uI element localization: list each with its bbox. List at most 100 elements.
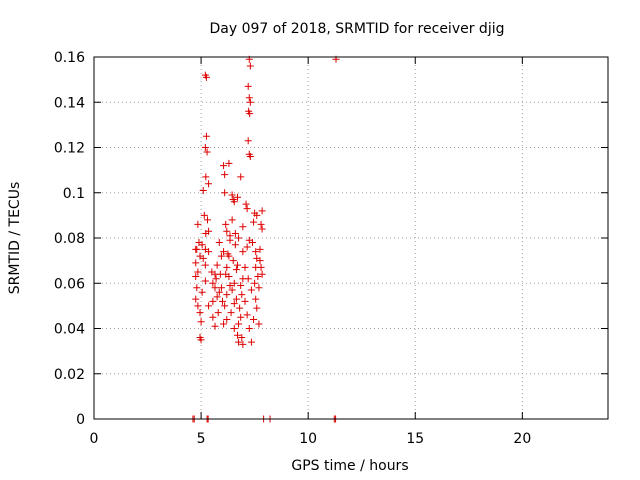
data-point [203,148,211,156]
data-point [243,243,251,251]
data-point [244,137,252,145]
data-points [189,55,340,423]
data-point [241,297,249,305]
y-tick-label: 0.16 [54,50,85,66]
data-point [258,270,266,278]
data-point [202,73,210,81]
data-point [201,277,209,285]
data-point [212,275,220,283]
data-point [201,144,209,151]
data-point [205,248,213,256]
data-point [253,211,261,219]
data-point [225,252,233,260]
y-tick-label: 0.08 [54,231,85,247]
data-point [253,304,261,312]
y-tick-label: 0.04 [54,322,85,338]
data-point [209,279,217,287]
plot-frame [93,56,609,420]
data-point [202,229,210,237]
data-point [217,252,225,260]
data-point [230,300,238,308]
data-point [197,318,205,326]
data-point [247,338,255,346]
data-point [244,82,252,90]
data-point [213,261,221,269]
data-point [220,320,228,328]
data-point [235,338,243,346]
data-point [215,239,223,247]
data-point [241,263,249,271]
data-point [254,272,262,280]
data-point [250,218,258,226]
data-point [227,309,235,317]
data-point [223,227,231,235]
x-tick-label: 20 [513,431,531,447]
data-point [258,207,266,215]
chart-title: Day 097 of 2018, SRMTID for receiver dji… [210,21,505,37]
data-point [223,263,231,271]
data-point [231,241,239,249]
data-point [238,334,246,342]
y-tick-label: 0.12 [54,141,85,157]
data-point [220,162,228,170]
data-point [201,261,209,269]
data-point [246,110,254,118]
data-point [239,248,247,256]
data-point [243,311,251,319]
data-point [223,291,231,299]
data-point [239,275,247,283]
data-point [245,325,253,332]
data-point [242,200,250,208]
data-point [243,205,251,213]
data-point [219,297,226,305]
data-point [257,263,265,271]
data-point [238,291,246,299]
data-point [221,189,229,197]
data-point [246,98,254,106]
data-point [228,286,236,294]
data-point [226,282,234,290]
y-tick-label: 0.1 [63,186,85,202]
y-tick-label: 0.06 [54,276,85,292]
x-axis-label: GPS time / hours [291,458,408,474]
data-point [235,234,243,242]
data-point [237,313,245,321]
data-point [248,239,256,247]
data-point [230,198,238,206]
data-point [220,248,228,256]
data-point [194,220,202,228]
data-point [198,288,206,296]
data-point [193,245,201,253]
data-point [228,216,236,224]
data-point [231,229,239,237]
y-tick-label: 0.02 [54,367,85,383]
data-point [233,331,241,339]
data-point [199,186,207,194]
data-point [235,320,243,328]
data-point [205,302,213,310]
data-point [213,293,221,301]
data-point [252,248,260,256]
data-point [255,320,263,328]
y-tick-label: 0.14 [54,95,85,111]
data-point [194,302,202,310]
data-point [237,282,245,290]
data-point [192,272,200,280]
data-point [239,223,247,231]
data-point [221,302,229,310]
data-point [197,336,205,344]
data-point [198,241,206,249]
data-point [211,270,219,278]
data-point [225,159,233,167]
data-point [257,220,265,228]
data-point [205,180,213,188]
data-point [225,272,233,280]
data-point [229,257,237,265]
data-point [236,304,244,312]
data-point [233,193,241,201]
data-point [223,315,231,323]
data-point [255,284,263,292]
data-point [194,268,202,276]
data-point [230,325,238,332]
